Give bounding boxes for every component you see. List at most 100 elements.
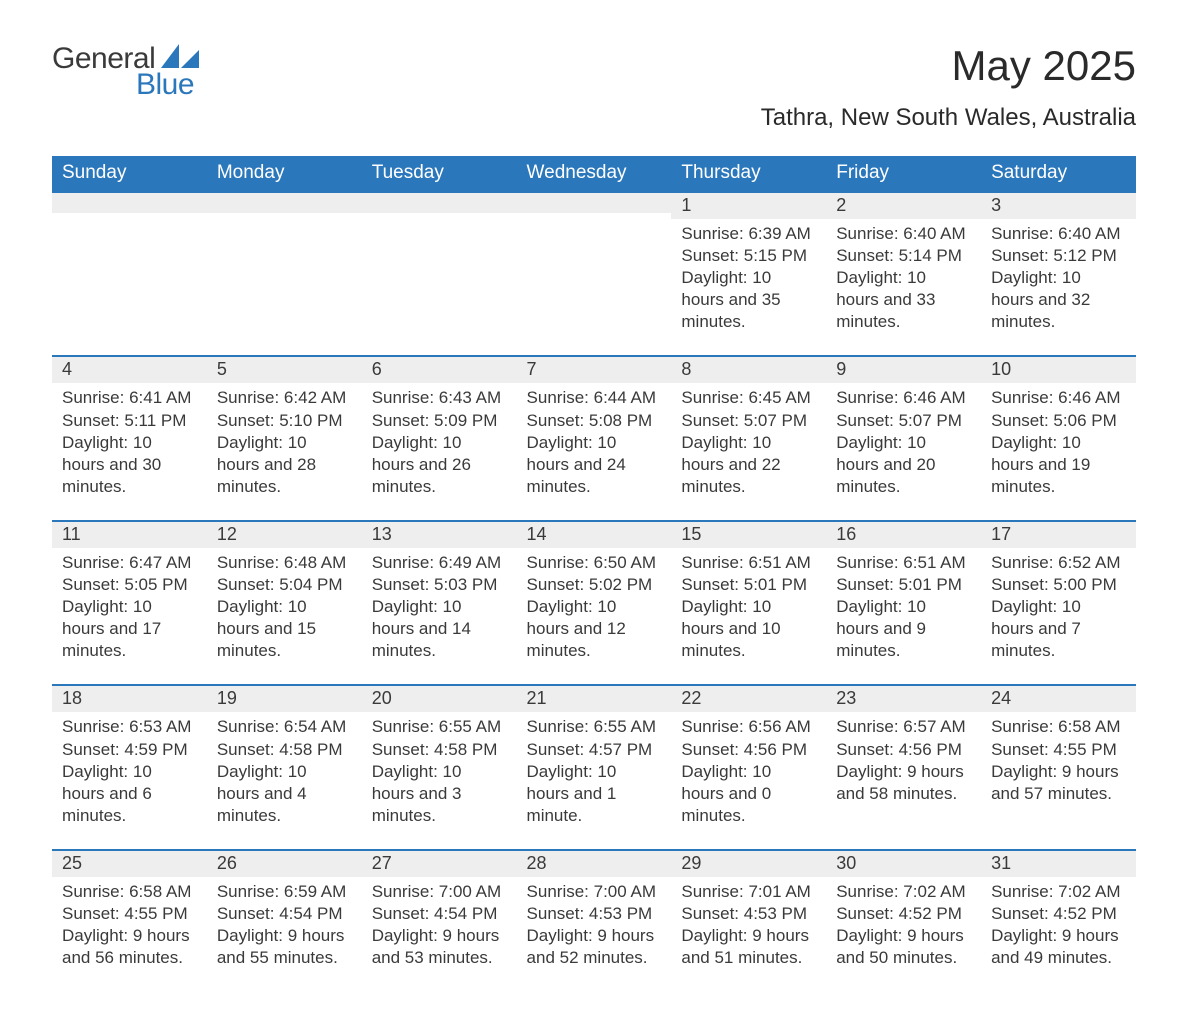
daylight-line: Daylight: 10 hours and 7 minutes.	[991, 596, 1126, 662]
daylight-line: Daylight: 9 hours and 53 minutes.	[372, 925, 507, 969]
sunset-line: Sunset: 4:56 PM	[681, 739, 816, 761]
calendar-cell	[207, 191, 362, 355]
sunset-line: Sunset: 5:11 PM	[62, 410, 197, 432]
calendar-cell: 4Sunrise: 6:41 AMSunset: 5:11 PMDaylight…	[52, 355, 207, 519]
day-number: 24	[981, 684, 1136, 712]
day-details: Sunrise: 6:49 AMSunset: 5:03 PMDaylight:…	[362, 548, 517, 662]
sunset-line: Sunset: 4:58 PM	[217, 739, 352, 761]
daylight-line: Daylight: 10 hours and 14 minutes.	[372, 596, 507, 662]
day-details: Sunrise: 6:39 AMSunset: 5:15 PMDaylight:…	[671, 219, 826, 333]
day-number: 6	[362, 355, 517, 383]
calendar-cell: 28Sunrise: 7:00 AMSunset: 4:53 PMDayligh…	[517, 849, 672, 991]
calendar-cell: 11Sunrise: 6:47 AMSunset: 5:05 PMDayligh…	[52, 520, 207, 684]
daylight-line: Daylight: 9 hours and 50 minutes.	[836, 925, 971, 969]
calendar-cell: 17Sunrise: 6:52 AMSunset: 5:00 PMDayligh…	[981, 520, 1136, 684]
day-details: Sunrise: 6:52 AMSunset: 5:00 PMDaylight:…	[981, 548, 1136, 662]
sunset-line: Sunset: 5:14 PM	[836, 245, 971, 267]
daylight-line: Daylight: 10 hours and 22 minutes.	[681, 432, 816, 498]
sunrise-line: Sunrise: 6:42 AM	[217, 387, 352, 409]
day-details: Sunrise: 6:47 AMSunset: 5:05 PMDaylight:…	[52, 548, 207, 662]
day-number: 21	[517, 684, 672, 712]
day-number: 2	[826, 191, 981, 219]
sunrise-line: Sunrise: 6:46 AM	[836, 387, 971, 409]
day-number: 16	[826, 520, 981, 548]
calendar-cell: 21Sunrise: 6:55 AMSunset: 4:57 PMDayligh…	[517, 684, 672, 848]
day-details: Sunrise: 6:59 AMSunset: 4:54 PMDaylight:…	[207, 877, 362, 969]
sunset-line: Sunset: 5:08 PM	[527, 410, 662, 432]
weekday-header-row: SundayMondayTuesdayWednesdayThursdayFrid…	[52, 156, 1136, 191]
daylight-line: Daylight: 10 hours and 19 minutes.	[991, 432, 1126, 498]
day-number: 22	[671, 684, 826, 712]
calendar-cell: 12Sunrise: 6:48 AMSunset: 5:04 PMDayligh…	[207, 520, 362, 684]
daylight-line: Daylight: 10 hours and 20 minutes.	[836, 432, 971, 498]
day-details: Sunrise: 6:58 AMSunset: 4:55 PMDaylight:…	[981, 712, 1136, 804]
sunset-line: Sunset: 4:52 PM	[991, 903, 1126, 925]
day-details: Sunrise: 6:40 AMSunset: 5:12 PMDaylight:…	[981, 219, 1136, 333]
sunrise-line: Sunrise: 6:50 AM	[527, 552, 662, 574]
day-details: Sunrise: 6:50 AMSunset: 5:02 PMDaylight:…	[517, 548, 672, 662]
calendar-cell: 1Sunrise: 6:39 AMSunset: 5:15 PMDaylight…	[671, 191, 826, 355]
calendar-week-row: 11Sunrise: 6:47 AMSunset: 5:05 PMDayligh…	[52, 520, 1136, 684]
sunset-line: Sunset: 5:07 PM	[681, 410, 816, 432]
daylight-line: Daylight: 10 hours and 30 minutes.	[62, 432, 197, 498]
weekday-header: Saturday	[981, 156, 1136, 191]
sunset-line: Sunset: 5:03 PM	[372, 574, 507, 596]
calendar-cell: 22Sunrise: 6:56 AMSunset: 4:56 PMDayligh…	[671, 684, 826, 848]
daylight-line: Daylight: 10 hours and 17 minutes.	[62, 596, 197, 662]
sunrise-line: Sunrise: 6:46 AM	[991, 387, 1126, 409]
sunrise-line: Sunrise: 6:45 AM	[681, 387, 816, 409]
sunset-line: Sunset: 5:01 PM	[681, 574, 816, 596]
calendar-week-row: 18Sunrise: 6:53 AMSunset: 4:59 PMDayligh…	[52, 684, 1136, 848]
day-details: Sunrise: 6:40 AMSunset: 5:14 PMDaylight:…	[826, 219, 981, 333]
calendar-cell	[517, 191, 672, 355]
sunrise-line: Sunrise: 6:51 AM	[836, 552, 971, 574]
day-number: 27	[362, 849, 517, 877]
daylight-line: Daylight: 10 hours and 3 minutes.	[372, 761, 507, 827]
day-number: 5	[207, 355, 362, 383]
sunrise-line: Sunrise: 6:48 AM	[217, 552, 352, 574]
day-number: 17	[981, 520, 1136, 548]
sunrise-line: Sunrise: 7:00 AM	[372, 881, 507, 903]
day-number-empty	[52, 191, 207, 213]
sunrise-line: Sunrise: 6:49 AM	[372, 552, 507, 574]
sunset-line: Sunset: 4:52 PM	[836, 903, 971, 925]
daylight-line: Daylight: 10 hours and 4 minutes.	[217, 761, 352, 827]
day-details: Sunrise: 6:56 AMSunset: 4:56 PMDaylight:…	[671, 712, 826, 826]
calendar-cell: 7Sunrise: 6:44 AMSunset: 5:08 PMDaylight…	[517, 355, 672, 519]
sunrise-line: Sunrise: 6:41 AM	[62, 387, 197, 409]
weekday-header: Monday	[207, 156, 362, 191]
day-number: 29	[671, 849, 826, 877]
sunset-line: Sunset: 5:07 PM	[836, 410, 971, 432]
day-details: Sunrise: 6:58 AMSunset: 4:55 PMDaylight:…	[52, 877, 207, 969]
sunrise-line: Sunrise: 6:58 AM	[62, 881, 197, 903]
daylight-line: Daylight: 10 hours and 15 minutes.	[217, 596, 352, 662]
sunrise-line: Sunrise: 6:44 AM	[527, 387, 662, 409]
sunset-line: Sunset: 4:54 PM	[217, 903, 352, 925]
day-number-empty	[207, 191, 362, 213]
sunset-line: Sunset: 5:05 PM	[62, 574, 197, 596]
sunset-line: Sunset: 4:55 PM	[62, 903, 197, 925]
weekday-header: Wednesday	[517, 156, 672, 191]
sunset-line: Sunset: 5:10 PM	[217, 410, 352, 432]
day-details: Sunrise: 6:46 AMSunset: 5:06 PMDaylight:…	[981, 383, 1136, 497]
calendar-cell: 3Sunrise: 6:40 AMSunset: 5:12 PMDaylight…	[981, 191, 1136, 355]
brand-blue-text: Blue	[136, 68, 194, 102]
calendar-cell	[52, 191, 207, 355]
weekday-header: Thursday	[671, 156, 826, 191]
sunrise-line: Sunrise: 6:40 AM	[991, 223, 1126, 245]
calendar-cell	[362, 191, 517, 355]
day-number: 7	[517, 355, 672, 383]
sunset-line: Sunset: 5:01 PM	[836, 574, 971, 596]
daylight-line: Daylight: 10 hours and 10 minutes.	[681, 596, 816, 662]
calendar-cell: 18Sunrise: 6:53 AMSunset: 4:59 PMDayligh…	[52, 684, 207, 848]
weekday-header: Sunday	[52, 156, 207, 191]
sunset-line: Sunset: 5:06 PM	[991, 410, 1126, 432]
sunrise-line: Sunrise: 6:59 AM	[217, 881, 352, 903]
calendar-cell: 31Sunrise: 7:02 AMSunset: 4:52 PMDayligh…	[981, 849, 1136, 991]
calendar-cell: 19Sunrise: 6:54 AMSunset: 4:58 PMDayligh…	[207, 684, 362, 848]
page-subtitle: Tathra, New South Wales, Australia	[761, 104, 1136, 132]
calendar-cell: 14Sunrise: 6:50 AMSunset: 5:02 PMDayligh…	[517, 520, 672, 684]
calendar-cell: 13Sunrise: 6:49 AMSunset: 5:03 PMDayligh…	[362, 520, 517, 684]
day-number: 18	[52, 684, 207, 712]
sunrise-line: Sunrise: 6:51 AM	[681, 552, 816, 574]
